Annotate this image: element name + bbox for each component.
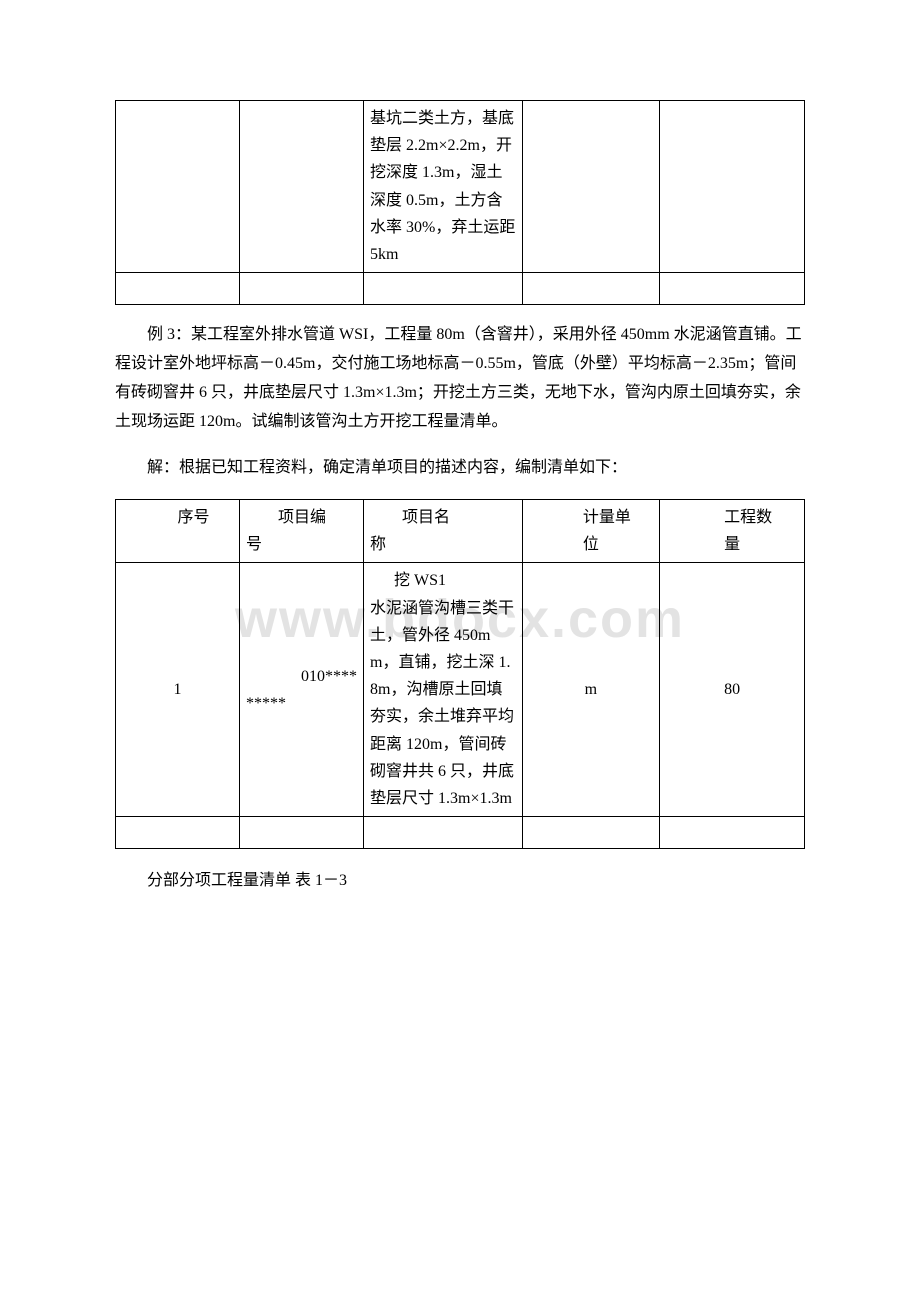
cell-description: 挖 WS1 水泥涵管沟槽三类干土，管外径 450mm，直铺，挖土深 1.8m，沟… [364,563,522,817]
table-row [116,273,805,305]
table-header-row: 序号 项目编 号 项目名 称 计量单 位 工程数 量 [116,500,805,563]
cell [116,101,240,273]
cell [240,817,364,849]
header-text: 工程数 [666,504,798,531]
cell [116,817,240,849]
header-text: 位 [529,531,654,558]
desc-text: 挖 WS1 [370,567,515,594]
header-text: 计量单 [529,504,654,531]
header-text: 量 [666,531,798,558]
code-line: 010**** [246,663,357,690]
desc-text: 水泥涵管沟槽三类干土，管外径 450mm，直铺，挖土深 1.8m，沟槽原土回填夯… [370,600,514,807]
cell-seq: 1 [116,563,240,817]
cell [364,273,522,305]
header-qty: 工程数 量 [660,500,805,563]
header-text: 项目编 [246,504,357,531]
table-1: 基坑二类土方，基底垫层 2.2m×2.2m，开挖深度 1.3m，湿土深度 0.5… [115,100,805,305]
header-text: 称 [370,531,515,558]
paragraph-table-title: 分部分项工程量清单 表 1－3 [115,867,805,896]
cell [522,101,660,273]
header-code: 项目编 号 [240,500,364,563]
cell [660,101,805,273]
code-line: ***** [246,690,357,717]
header-text: 序号 [122,504,233,531]
table-row [116,817,805,849]
header-text: 号 [246,531,357,558]
table-row: 1 010**** ***** 挖 WS1 水泥涵管沟槽三类干土，管外径 450… [116,563,805,817]
paragraph-solution: 解：根据已知工程资料，确定清单项目的描述内容，编制清单如下： [115,454,805,483]
cell [364,817,522,849]
header-name: 项目名 称 [364,500,522,563]
paragraph-example-3: 例 3：某工程室外排水管道 WSI，工程量 80m（含窨井），采用外径 450m… [115,321,805,436]
table-2: 序号 项目编 号 项目名 称 计量单 位 工程数 量 [115,499,805,849]
cell [660,817,805,849]
cell [116,273,240,305]
header-text: 项目名 [370,504,515,531]
cell [240,101,364,273]
table-row: 基坑二类土方，基底垫层 2.2m×2.2m，开挖深度 1.3m，湿土深度 0.5… [116,101,805,273]
cell [660,273,805,305]
cell [522,273,660,305]
cell-description: 基坑二类土方，基底垫层 2.2m×2.2m，开挖深度 1.3m，湿土深度 0.5… [364,101,522,273]
header-unit: 计量单 位 [522,500,660,563]
cell [240,273,364,305]
cell-code: 010**** ***** [240,563,364,817]
header-seq: 序号 [116,500,240,563]
cell-qty: 80 [660,563,805,817]
cell [522,817,660,849]
cell-unit: m [522,563,660,817]
